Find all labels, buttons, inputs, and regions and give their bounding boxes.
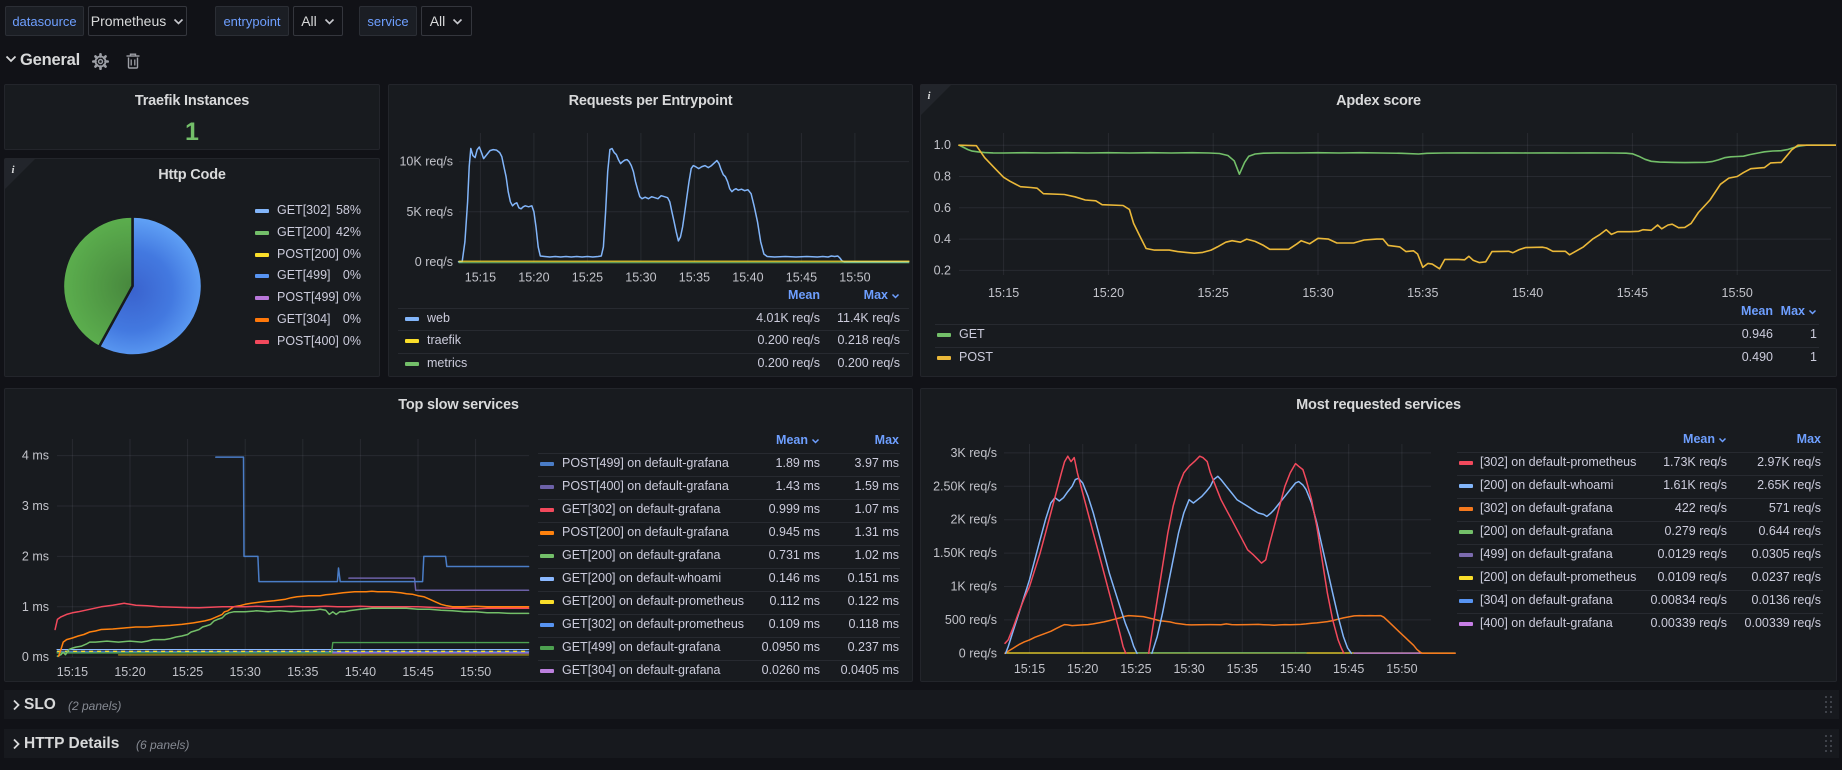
svg-text:15:20: 15:20	[1067, 662, 1098, 676]
svg-text:i: i	[927, 90, 931, 102]
svg-text:15:40: 15:40	[345, 665, 376, 679]
svg-text:15:15: 15:15	[465, 271, 496, 285]
svg-text:15:20: 15:20	[1093, 286, 1124, 300]
svg-text:15:35: 15:35	[287, 665, 318, 679]
svg-text:10K req/s: 10K req/s	[399, 155, 453, 169]
svg-text:15:15: 15:15	[57, 665, 88, 679]
svg-text:15:40: 15:40	[732, 271, 763, 285]
svg-text:15:35: 15:35	[1407, 286, 1438, 300]
svg-text:3 ms: 3 ms	[22, 499, 49, 513]
svg-text:15:30: 15:30	[230, 665, 261, 679]
svg-text:15:25: 15:25	[572, 271, 603, 285]
svg-text:15:20: 15:20	[114, 665, 145, 679]
svg-text:1K req/s: 1K req/s	[950, 580, 997, 594]
svg-text:15:45: 15:45	[402, 665, 433, 679]
svg-text:15:50: 15:50	[839, 271, 870, 285]
svg-text:15:40: 15:40	[1280, 662, 1311, 676]
svg-text:0.2: 0.2	[934, 263, 951, 277]
svg-text:2 ms: 2 ms	[22, 549, 49, 563]
svg-text:5K req/s: 5K req/s	[406, 205, 453, 219]
svg-text:15:45: 15:45	[1333, 662, 1364, 676]
svg-text:15:50: 15:50	[460, 665, 491, 679]
svg-text:15:50: 15:50	[1722, 286, 1753, 300]
svg-text:0 req/s: 0 req/s	[415, 255, 453, 269]
svg-text:15:30: 15:30	[625, 271, 656, 285]
svg-text:15:15: 15:15	[988, 286, 1019, 300]
svg-text:15:25: 15:25	[1120, 662, 1151, 676]
svg-text:15:30: 15:30	[1173, 662, 1204, 676]
svg-text:0.4: 0.4	[934, 232, 951, 246]
svg-text:15:20: 15:20	[518, 271, 549, 285]
svg-text:2.50K req/s: 2.50K req/s	[933, 479, 997, 493]
svg-text:1 ms: 1 ms	[22, 600, 49, 614]
svg-text:i: i	[11, 164, 15, 176]
svg-text:15:30: 15:30	[1302, 286, 1333, 300]
svg-text:0 ms: 0 ms	[22, 650, 49, 664]
svg-text:15:35: 15:35	[679, 271, 710, 285]
svg-text:4 ms: 4 ms	[22, 449, 49, 463]
svg-text:15:25: 15:25	[172, 665, 203, 679]
svg-text:15:40: 15:40	[1512, 286, 1543, 300]
svg-text:500 req/s: 500 req/s	[945, 613, 997, 627]
svg-text:15:25: 15:25	[1198, 286, 1229, 300]
svg-text:15:15: 15:15	[1014, 662, 1045, 676]
svg-text:0.6: 0.6	[934, 201, 951, 215]
svg-text:1.50K req/s: 1.50K req/s	[933, 546, 997, 560]
svg-text:2K req/s: 2K req/s	[950, 513, 997, 527]
svg-text:1.0: 1.0	[934, 138, 951, 152]
svg-text:15:45: 15:45	[1617, 286, 1648, 300]
svg-text:0 req/s: 0 req/s	[959, 646, 997, 660]
svg-text:15:45: 15:45	[786, 271, 817, 285]
svg-text:15:35: 15:35	[1227, 662, 1258, 676]
svg-text:15:50: 15:50	[1386, 662, 1417, 676]
svg-text:0.8: 0.8	[934, 170, 951, 184]
svg-text:3K req/s: 3K req/s	[950, 446, 997, 460]
